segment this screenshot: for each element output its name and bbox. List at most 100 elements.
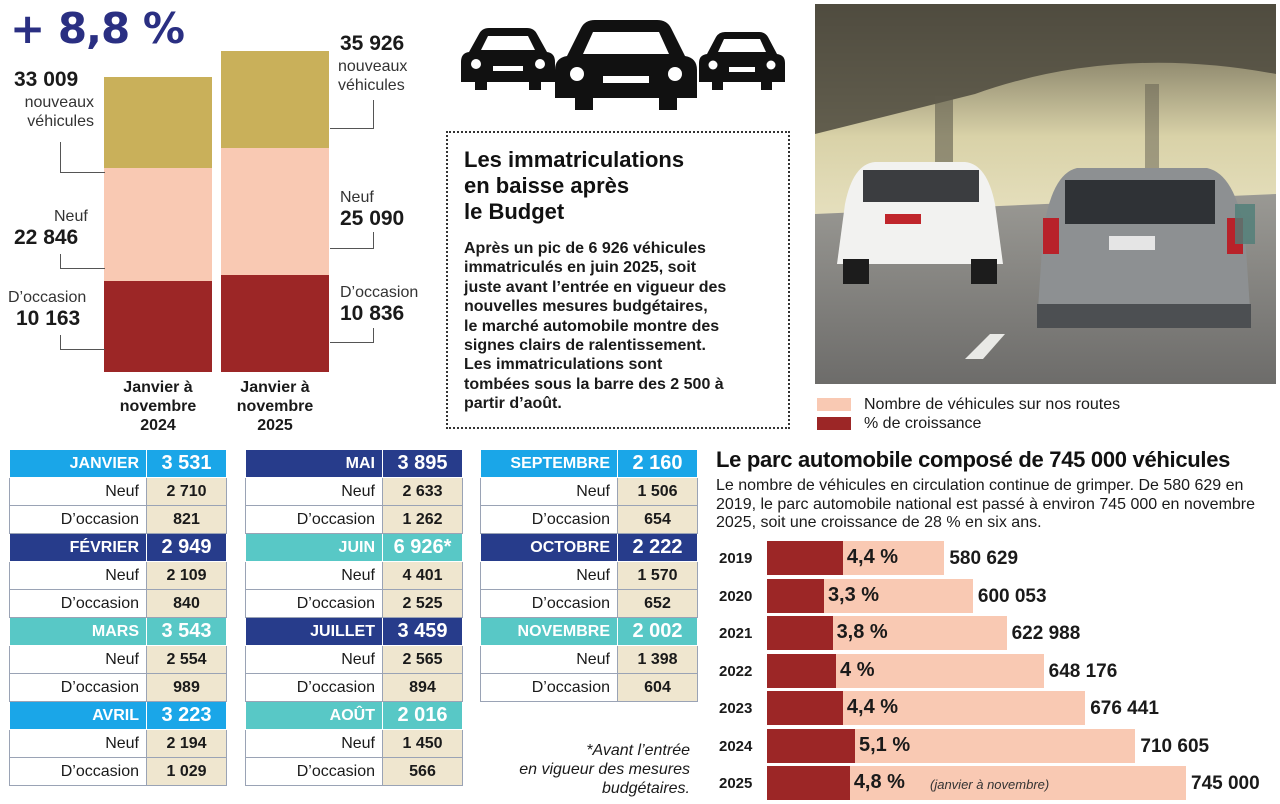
growth-headline: + 8,8 %: [10, 4, 185, 53]
bar2025-occ-connector: [330, 328, 374, 343]
parc-growth-label-2021: 3,8 %: [836, 621, 888, 643]
month-neuf-row-avril-label: Neuf: [9, 729, 147, 758]
month-occ-row-juillet-label: D’occasion: [245, 673, 383, 702]
month-header-septembre-label: SEPTEMBRE: [480, 449, 618, 478]
parc-vehicles-label-2023: 676 441: [1090, 698, 1159, 719]
month-header-fevrier: FÉVRIER 2 949: [9, 533, 227, 562]
month-neuf-row-mai: Neuf 2 633: [245, 477, 463, 506]
footnote-line1: *Avant l’entrée: [586, 742, 690, 759]
month-table-col3: SEPTEMBRE 2 160 Neuf 1 506 D’occasion 654 OCTO…: [480, 449, 698, 702]
parc-year-2025: 2025: [719, 775, 753, 792]
month-neuf-row-septembre-label: Neuf: [480, 477, 618, 506]
month-neuf-row-mars: Neuf 2 554: [9, 645, 227, 674]
month-neuf-row-juin: Neuf 4 401: [245, 561, 463, 590]
month-neuf-row-mars-value: 2 554: [146, 645, 227, 674]
parc-year-2023: 2023: [719, 700, 753, 717]
month-neuf-row-aout-value: 1 450: [382, 729, 463, 758]
bar2024-total-label: nouveaux véhicules: [18, 93, 94, 131]
month-header-octobre-label: OCTOBRE: [480, 533, 618, 562]
parc-vehicles-label-2020: 600 053: [977, 585, 1047, 607]
month-header-juillet-label: JUILLET: [245, 617, 383, 646]
month-neuf-row-janvier: Neuf 2 710: [9, 477, 227, 506]
month-occ-row-avril-label: D’occasion: [9, 757, 147, 786]
info-card-title: Les immatriculations en baisse après le …: [464, 147, 784, 225]
footnote: *Avant l’entrée en vigueur des mesures b…: [490, 741, 690, 798]
month-neuf-row-aout-label: Neuf: [245, 729, 383, 758]
bar2025-caption: Janvier à novembre 2025: [221, 378, 329, 435]
month-occ-row-novembre: D’occasion 604: [480, 673, 698, 702]
parc-growth-bar-2025: [767, 766, 850, 800]
month-occ-row-septembre-label: D’occasion: [480, 505, 618, 534]
parc-growth-label-2022: 4 %: [840, 658, 875, 681]
info-card-body-line6: signes clairs de ralentissement.: [464, 337, 706, 355]
month-occ-row-mai-label: D’occasion: [245, 505, 383, 534]
info-card-body-line7: Les immatriculations sont: [464, 356, 663, 374]
info-card-body-line1: Après un pic de 6 926 véhicules: [464, 240, 706, 257]
bar2025-total-label-2: véhicules: [338, 77, 405, 94]
bar2025-neuf-segment: [221, 147, 329, 276]
month-neuf-row-septembre-value: 1 506: [617, 477, 698, 506]
parc-vehicles-label-2021: 622 988: [1011, 623, 1081, 644]
month-header-septembre-value: 2 160: [617, 449, 698, 478]
parc-growth-bar-2020: [767, 578, 824, 613]
month-occ-row-septembre-value: 654: [617, 505, 698, 534]
month-header-octobre: OCTOBRE 2 222: [480, 533, 698, 562]
month-header-juin-value: 6 926*: [382, 533, 463, 562]
month-header-avril-value: 3 223: [146, 701, 227, 730]
month-occ-row-juin-label: D’occasion: [245, 589, 383, 618]
parc-vehicles-label-2024: 710 605: [1140, 735, 1210, 757]
month-header-mars: MARS 3 543: [9, 617, 227, 646]
month-header-aout: AOÛT 2 016: [245, 701, 463, 730]
parc-year-2024: 2024: [719, 737, 753, 755]
month-table-col2: MAI 3 895 Neuf 2 633 D’occasion 1 262 JUIN 6 92…: [245, 449, 463, 786]
legend-growth-label: % de croissance: [864, 415, 982, 432]
parc-growth-label-2024: 5,1 %: [859, 733, 911, 756]
parc-growth-label-2025: 4,8 %: [853, 771, 905, 793]
bar2025-caption-line2: novembre: [236, 398, 314, 415]
parc-growth-label-2019: 4,4 %: [846, 546, 899, 568]
month-header-juin-label: JUIN: [245, 533, 383, 562]
month-header-aout-label: AOÛT: [245, 701, 383, 730]
month-neuf-row-fevrier-value: 2 109: [146, 561, 227, 590]
bar2025-occasion-segment: [221, 275, 329, 372]
car-icon-left: [461, 28, 555, 90]
month-occ-row-juillet: D’occasion 894: [245, 673, 463, 702]
legend-vehicles-swatch: [817, 398, 851, 411]
parc-growth-label-2020: 3,3 %: [827, 583, 880, 606]
road-traffic-photo: [815, 4, 1276, 384]
parc-vehicles-label-2022: 648 176: [1048, 660, 1118, 682]
month-occ-row-fevrier-label: D’occasion: [9, 589, 147, 618]
month-occ-row-mars-label: D’occasion: [9, 673, 147, 702]
bar2025-total-value: 35 926: [340, 32, 405, 55]
month-neuf-row-juillet: Neuf 2 565: [245, 645, 463, 674]
month-occ-row-janvier: D’occasion 821: [9, 505, 227, 534]
bar2024-total-label-2: véhicules: [27, 113, 94, 130]
month-header-mai-value: 3 895: [382, 449, 463, 478]
parc-year-2022: 2022: [719, 662, 753, 680]
info-card-body-line2: immatriculés en juin 2025, soit: [464, 259, 697, 277]
month-header-octobre-value: 2 222: [617, 533, 698, 562]
month-header-avril: AVRIL 3 223: [9, 701, 227, 730]
bar2025-total-connector: [330, 100, 374, 129]
bar2024-occasion-segment: [104, 281, 212, 372]
parc-vehicles-label-2025: 745 000: [1191, 773, 1260, 794]
parc-growth-bar-2022: [767, 653, 837, 688]
month-occ-row-avril-value: 1 029: [146, 757, 227, 786]
month-neuf-row-juillet-label: Neuf: [245, 645, 383, 674]
month-occ-row-avril: D’occasion 1 029: [9, 757, 227, 786]
bar2025-remaining-segment: [221, 50, 329, 148]
bar2024-caption-line2: novembre: [119, 398, 197, 415]
month-header-avril-label: AVRIL: [9, 701, 147, 730]
info-card-body-line8: tombées sous la barre des 2 500 à: [464, 375, 724, 393]
month-header-mai: MAI 3 895: [245, 449, 463, 478]
bar2025-total-label-1: nouveaux: [338, 58, 408, 75]
bar2024-neuf-segment: [104, 167, 212, 282]
month-neuf-row-fevrier: Neuf 2 109: [9, 561, 227, 590]
month-neuf-row-juillet-value: 2 565: [382, 645, 463, 674]
parc-2025-note: (janvier à novembre): [930, 777, 1050, 792]
month-header-septembre: SEPTEMBRE 2 160: [480, 449, 698, 478]
bar2025-neuf-connector: [330, 232, 374, 249]
month-occ-row-fevrier-value: 840: [146, 589, 227, 618]
month-occ-row-aout-value: 566: [382, 757, 463, 786]
month-header-novembre-label: NOVEMBRE: [480, 617, 618, 646]
